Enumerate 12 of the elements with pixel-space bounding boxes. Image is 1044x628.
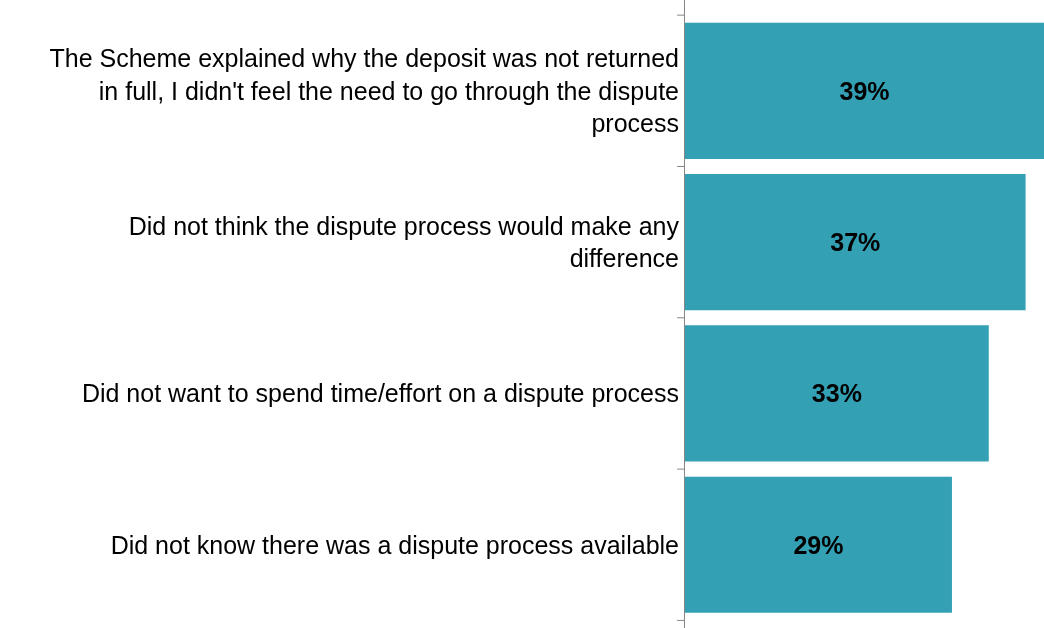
y-tick-label: The Scheme explained why the deposit was not returned in full, I didn't feel the need to go through the dispute process bbox=[49, 44, 679, 138]
data-label: 39% bbox=[839, 76, 890, 105]
data-label: 33% bbox=[811, 379, 862, 408]
bar bbox=[685, 325, 989, 462]
y-tick-label: Did not know there was a dispute process available bbox=[110, 530, 679, 559]
data-label: 29% bbox=[793, 530, 844, 559]
bar bbox=[685, 174, 1026, 311]
data-label: 37% bbox=[830, 228, 881, 257]
bar bbox=[685, 22, 1044, 159]
y-tick-label: Did not want to spend time/effort on a dispute process bbox=[81, 379, 679, 408]
bar bbox=[685, 476, 952, 613]
y-tick-label: Did not think the dispute process would make any difference bbox=[128, 211, 680, 273]
